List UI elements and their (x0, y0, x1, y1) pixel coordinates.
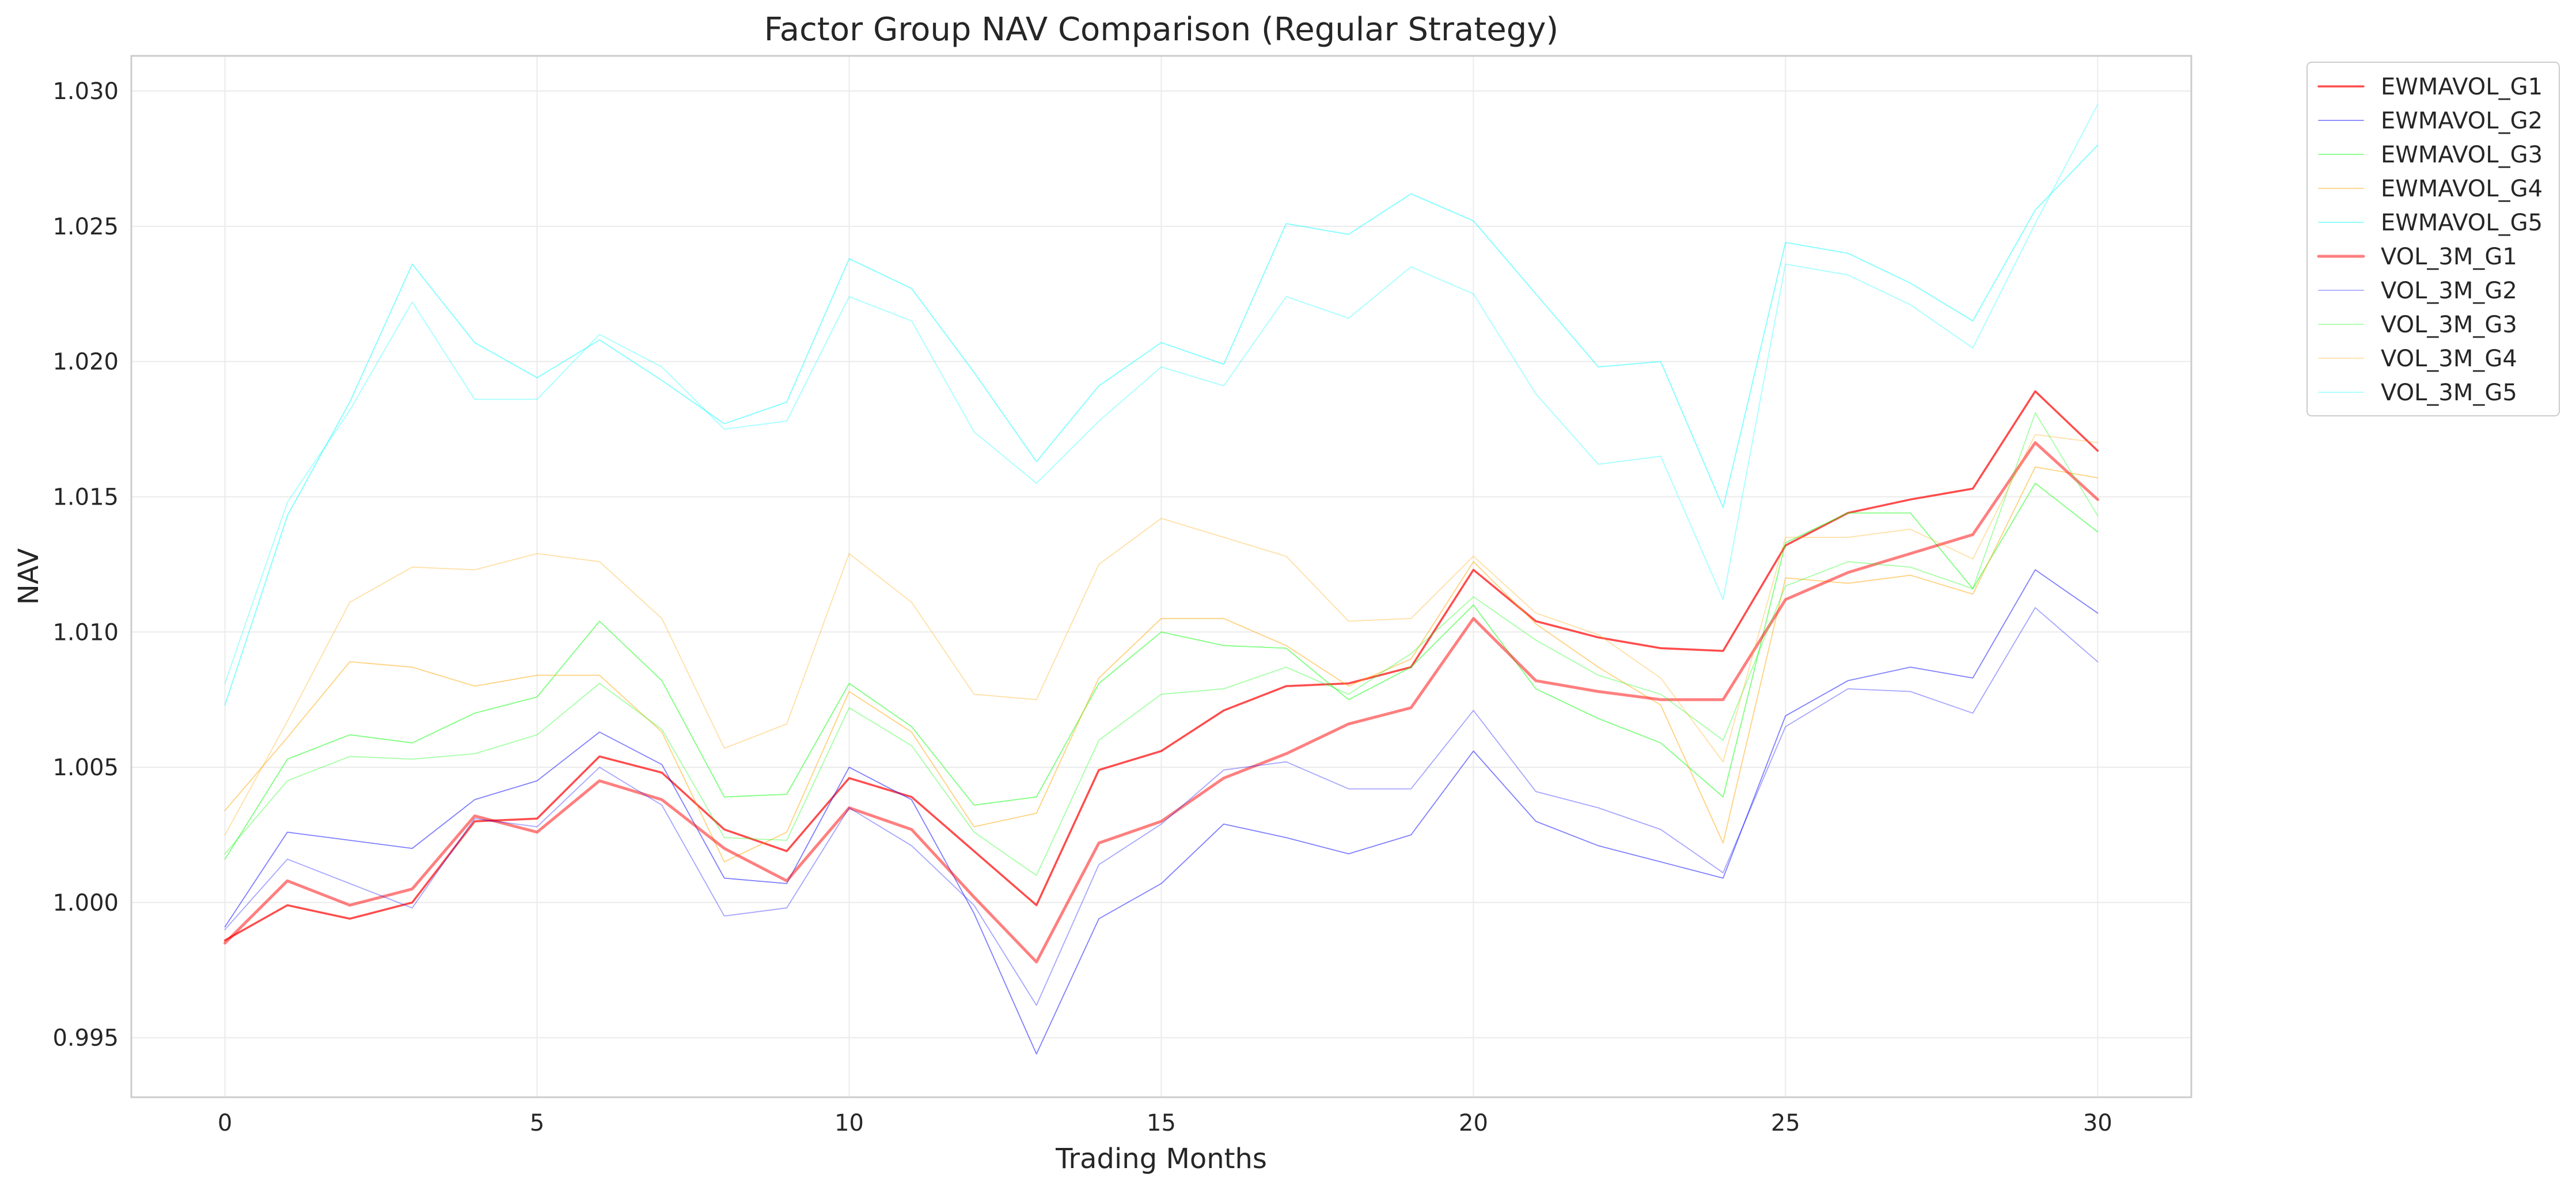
series-line-vol-3m-g3 (224, 412, 2099, 876)
series-line-ewmavol-g3 (224, 483, 2099, 860)
x-tick-label: 10 (834, 1110, 864, 1136)
y-tick-label: 1.030 (52, 78, 119, 105)
x-tick-label: 30 (2083, 1110, 2112, 1136)
x-axis-label: Trading Months (1055, 1143, 1267, 1175)
legend-label: VOL_3M_G4 (2381, 346, 2517, 372)
series-line-ewmavol-g4 (224, 466, 2099, 863)
x-tick-label: 0 (218, 1110, 232, 1136)
legend-items: EWMAVOL_G1 EWMAVOL_G2 EWMAVOL_G3 EWMAVOL_G4… (2317, 74, 2543, 406)
y-tick-label: 1.020 (52, 349, 119, 376)
legend-label: EWMAVOL_G5 (2381, 210, 2543, 236)
y-tick-labels: 0.995 1.000 1.005 1.010 1.015 1.020 1.025 1.030 (52, 78, 119, 1052)
legend-label: EWMAVOL_G2 (2381, 108, 2543, 134)
y-tick-label: 1.010 (52, 619, 119, 646)
x-tick-label: 15 (1147, 1110, 1176, 1136)
series-line-vol-3m-g1 (223, 441, 2099, 964)
plot-frame (130, 55, 2192, 1098)
legend-label: EWMAVOL_G3 (2381, 142, 2543, 168)
series-line-vol-3m-g2 (224, 607, 2099, 1006)
chart-title: Factor Group NAV Comparison (Regular Str… (764, 11, 1559, 48)
x-tick-label: 20 (1459, 1110, 1488, 1136)
series-line-vol-3m-g5 (224, 104, 2099, 684)
x-tick-label: 25 (1771, 1110, 1800, 1136)
legend-label: EWMAVOL_G4 (2381, 176, 2543, 202)
series-line-ewmavol-g1 (223, 390, 2099, 942)
legend-box (2306, 62, 2560, 416)
x-tick-label: 5 (530, 1110, 544, 1136)
series-line-ewmavol-g5 (224, 145, 2099, 706)
x-tick-labels: 0 5 10 15 20 25 30 (218, 1110, 2112, 1136)
legend-label: VOL_3M_G1 (2381, 244, 2517, 270)
legend-label: VOL_3M_G2 (2381, 278, 2517, 304)
legend: EWMAVOL_G1 EWMAVOL_G2 EWMAVOL_G3 EWMAVOL_G4… (2306, 62, 2560, 416)
series-line-vol-3m-g4 (224, 434, 2099, 836)
y-tick-label: 1.025 (52, 214, 119, 240)
legend-label: VOL_3M_G5 (2381, 380, 2517, 406)
series-line-ewmavol-g2 (224, 569, 2099, 1055)
y-tick-label: 1.005 (52, 755, 119, 781)
y-tick-label: 1.015 (52, 484, 119, 510)
y-tick-label: 0.995 (52, 1025, 119, 1052)
legend-label: VOL_3M_G3 (2381, 312, 2517, 338)
legend-label: EWMAVOL_G1 (2381, 74, 2543, 100)
grid-lines (131, 56, 2191, 1097)
series-lines (223, 104, 2099, 1055)
y-axis-label: NAV (13, 548, 45, 605)
y-tick-label: 1.000 (52, 890, 119, 916)
